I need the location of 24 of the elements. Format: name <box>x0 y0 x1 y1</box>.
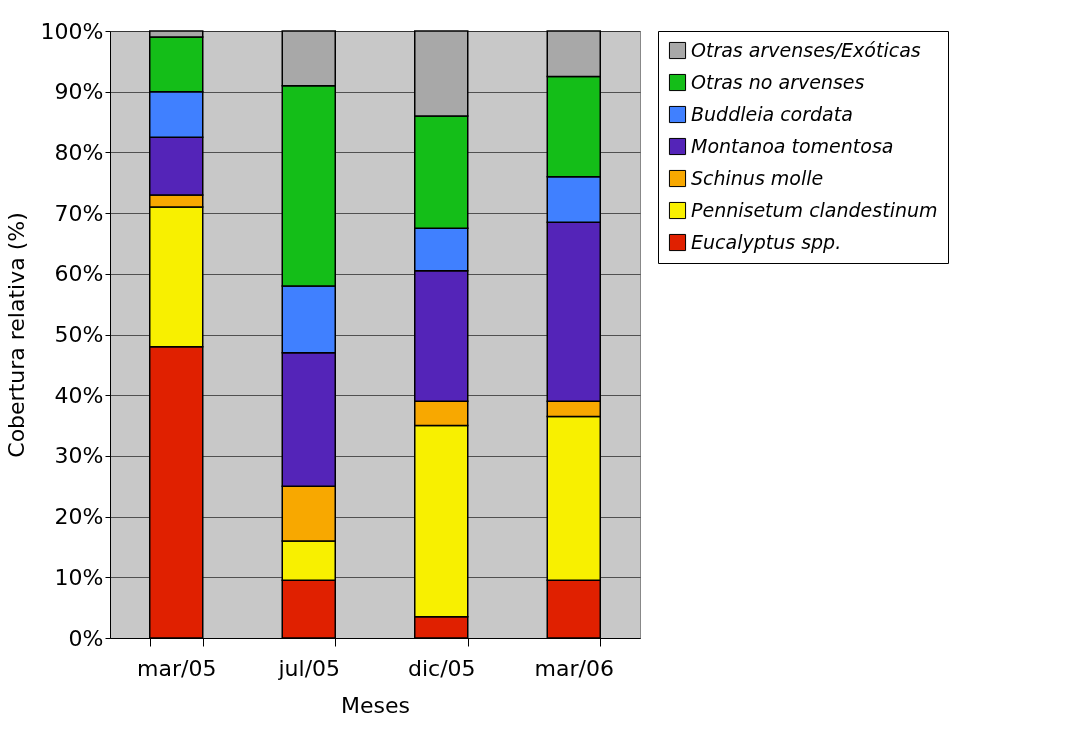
y-tick-label: 90% <box>54 79 104 105</box>
y-tick-label: 60% <box>54 261 104 287</box>
y-tick-label: 20% <box>54 504 104 530</box>
legend-label: Otras no arvenses <box>691 70 865 93</box>
legend-label: Montanoa tomentosa <box>691 134 894 157</box>
y-tick-label: 50% <box>54 322 104 347</box>
x-tick-label: jul/05 <box>277 655 341 681</box>
x-tick-label: dic/05 <box>407 655 476 681</box>
y-tick-label: 0% <box>68 625 104 651</box>
y-tick-label: 70% <box>54 200 104 226</box>
legend-label: Otras arvenses/Exóticas <box>691 38 921 61</box>
x-tick-label: mar/06 <box>534 655 614 681</box>
legend-label: Schinus molle <box>691 166 824 189</box>
y-tick-label: 100% <box>40 18 104 44</box>
legend-label: Eucalyptus spp. <box>691 230 842 253</box>
y-tick-label: 80% <box>54 139 104 165</box>
x-tick-label: mar/05 <box>137 655 217 681</box>
y-tick-label: 10% <box>54 564 104 590</box>
x-axis-title: Meses <box>341 692 410 718</box>
y-tick-label: 30% <box>54 443 104 469</box>
legend-label: Buddleia cordata <box>691 102 853 125</box>
y-axis-title: Cobertura relativa (%) <box>3 212 29 458</box>
legend-label: Pennisetum clandestinum <box>691 198 938 221</box>
y-tick-label: 40% <box>54 382 104 408</box>
